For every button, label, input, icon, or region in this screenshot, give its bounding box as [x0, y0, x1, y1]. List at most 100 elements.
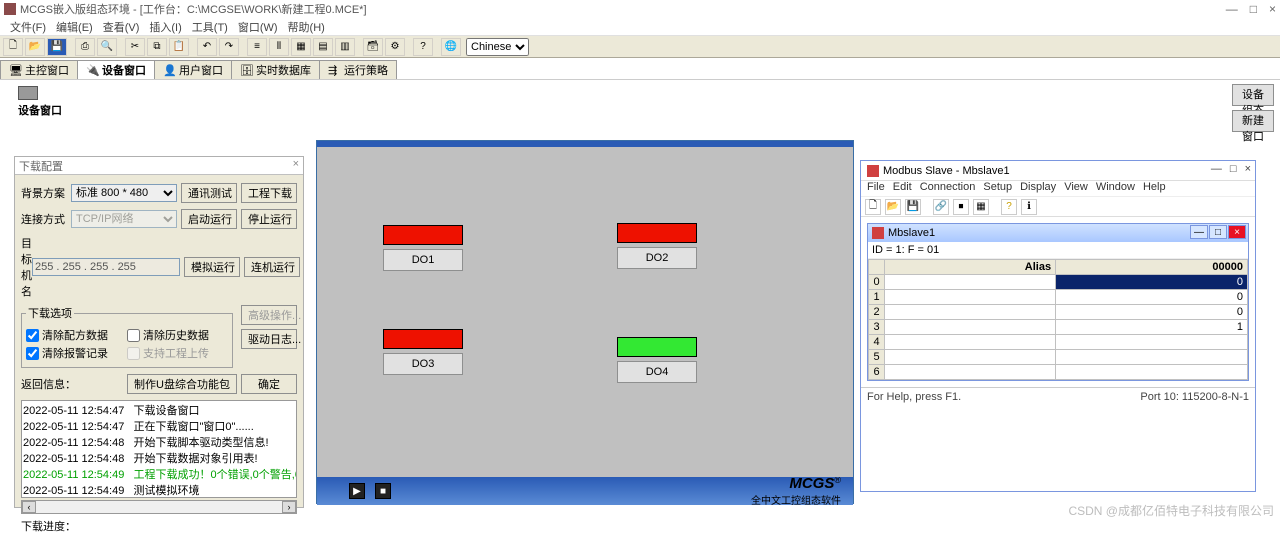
tool-grid2-icon[interactable]: ▤ — [313, 38, 333, 56]
mb-help-icon[interactable]: ℹ — [1021, 199, 1037, 215]
tool-align2-icon[interactable]: ⫴ — [269, 38, 289, 56]
mb-row[interactable]: 6 — [869, 365, 1248, 380]
menu-file[interactable]: 文件(F) — [6, 19, 50, 35]
chk-hist[interactable]: 清除历史数据 — [127, 327, 228, 343]
tool-copy-icon[interactable]: ⧉ — [147, 38, 167, 56]
modbus-titlebar[interactable]: Modbus Slave - Mbslave1 — □ × — [861, 161, 1255, 181]
menu-window[interactable]: 窗口(W) — [234, 19, 282, 35]
mb-menu-file[interactable]: File — [867, 181, 885, 196]
tool-align1-icon[interactable]: ≡ — [247, 38, 267, 56]
mb-max-button[interactable]: □ — [1230, 163, 1237, 175]
language-select[interactable]: Chinese — [466, 38, 529, 56]
link-run-button[interactable]: 连机运行 — [244, 257, 300, 277]
mb-row[interactable]: 10 — [869, 290, 1248, 305]
log-scrollbar[interactable]: ‹› — [21, 500, 297, 514]
usb-pack-button[interactable]: 制作U盘综合功能包 — [127, 374, 237, 394]
mb-menu-window[interactable]: Window — [1096, 181, 1135, 196]
do4-button[interactable]: DO4 — [617, 361, 697, 383]
tool-db-icon[interactable]: 🗃 — [363, 38, 383, 56]
mb-stop-icon[interactable]: ⏹ — [953, 199, 969, 215]
bg-select[interactable]: 标准 800 * 480 — [71, 184, 177, 202]
mb-doc-min[interactable]: — — [1190, 225, 1208, 239]
mb-row[interactable]: 4 — [869, 335, 1248, 350]
stop-run-button[interactable]: 停止运行 — [241, 209, 297, 229]
device-icon: 🔌 — [86, 64, 98, 76]
tool-script-icon[interactable]: ⚙ — [385, 38, 405, 56]
menu-help[interactable]: 帮助(H) — [284, 19, 329, 35]
mb-document: Mbslave1 — □ × ID = 1: F = 01 Alias00000… — [867, 223, 1249, 381]
mb-row[interactable]: 5 — [869, 350, 1248, 365]
comm-test-button[interactable]: 通讯测试 — [181, 183, 237, 203]
mb-doc-title[interactable]: Mbslave1 — □ × — [868, 224, 1248, 242]
chk-alarm[interactable]: 清除报警记录 — [26, 345, 127, 361]
tab-main-window[interactable]: 🖥主控窗口 — [0, 60, 78, 79]
mb-min-button[interactable]: — — [1211, 163, 1222, 175]
app-icon — [4, 3, 16, 15]
mb-menu-display[interactable]: Display — [1020, 181, 1056, 196]
tool-grid1-icon[interactable]: ▦ — [291, 38, 311, 56]
tool-preview-icon[interactable]: 🔍 — [97, 38, 117, 56]
mb-info-icon[interactable]: ? — [1001, 199, 1017, 215]
ok-button[interactable]: 确定 — [241, 374, 297, 394]
mb-conn-icon[interactable]: 🔗 — [933, 199, 949, 215]
tool-paste-icon[interactable]: 📋 — [169, 38, 189, 56]
do2-button[interactable]: DO2 — [617, 247, 697, 269]
mb-doc-close[interactable]: × — [1228, 225, 1246, 239]
do2-lamp — [617, 223, 697, 243]
tool-open-icon[interactable]: 📂 — [25, 38, 45, 56]
do1-group: DO1 — [383, 225, 467, 271]
new-window-button[interactable]: 新建窗口 — [1232, 110, 1274, 132]
menu-insert[interactable]: 插入(I) — [145, 19, 185, 35]
tool-redo-icon[interactable]: ↷ — [219, 38, 239, 56]
mb-menu-help[interactable]: Help — [1143, 181, 1166, 196]
tool-grid3-icon[interactable]: ▥ — [335, 38, 355, 56]
sim-stop-icon[interactable]: ■ — [375, 483, 391, 499]
tab-device-window[interactable]: 🔌设备窗口 — [77, 60, 155, 79]
do1-button[interactable]: DO1 — [383, 249, 463, 271]
window-controls: — □ × — [1226, 2, 1276, 16]
tool-help-icon[interactable]: ? — [413, 38, 433, 56]
mb-menu-edit[interactable]: Edit — [893, 181, 912, 196]
menu-tools[interactable]: 工具(T) — [188, 19, 232, 35]
mb-auto-icon[interactable]: ▦ — [973, 199, 989, 215]
mb-row[interactable]: 00 — [869, 275, 1248, 290]
mb-row[interactable]: 31 — [869, 320, 1248, 335]
tool-undo-icon[interactable]: ↶ — [197, 38, 217, 56]
start-run-button[interactable]: 启动运行 — [181, 209, 237, 229]
project-download-button[interactable]: 工程下载 — [241, 183, 297, 203]
menu-edit[interactable]: 编辑(E) — [52, 19, 97, 35]
close-button[interactable]: × — [1269, 2, 1276, 16]
mb-row[interactable]: 20 — [869, 305, 1248, 320]
log-output[interactable]: 2022-05-11 12:54:47 下载设备窗口2022-05-11 12:… — [21, 400, 297, 498]
mb-menu-view[interactable]: View — [1064, 181, 1088, 196]
mb-menu-setup[interactable]: Setup — [983, 181, 1012, 196]
tool-print-icon[interactable]: ⎙ — [75, 38, 95, 56]
mb-doc-max[interactable]: □ — [1209, 225, 1227, 239]
tab-run-strategy[interactable]: ⇶运行策略 — [319, 60, 397, 79]
tool-new-icon[interactable]: 🗋 — [3, 38, 23, 56]
tool-cut-icon[interactable]: ✂ — [125, 38, 145, 56]
mb-new-icon[interactable]: 🗋 — [865, 199, 881, 215]
info-label: 返回信息： — [21, 376, 123, 392]
panel-close-icon[interactable]: × — [293, 158, 299, 170]
mb-menu-conn[interactable]: Connection — [920, 181, 976, 196]
do4-lamp — [617, 337, 697, 357]
sim-play-icon[interactable]: ▶ — [349, 483, 365, 499]
maximize-button[interactable]: □ — [1250, 2, 1257, 16]
tool-save-icon[interactable]: 💾 — [47, 38, 67, 56]
tool-lang-icon[interactable]: 🌐 — [441, 38, 461, 56]
mb-close-button[interactable]: × — [1245, 163, 1251, 175]
driver-log-button[interactable]: 驱动日志... — [241, 329, 297, 349]
sim-run-button[interactable]: 模拟运行 — [184, 257, 240, 277]
mb-save-icon[interactable]: 💾 — [905, 199, 921, 215]
mb-grid[interactable]: Alias00000 00102031456 — [868, 259, 1248, 380]
do3-button[interactable]: DO3 — [383, 353, 463, 375]
mb-open-icon[interactable]: 📂 — [885, 199, 901, 215]
chk-recipe[interactable]: 清除配方数据 — [26, 327, 127, 343]
device-config-button[interactable]: 设备组态 — [1232, 84, 1274, 106]
menu-view[interactable]: 查看(V) — [99, 19, 144, 35]
minimize-button[interactable]: — — [1226, 2, 1238, 16]
tab-realtime-db[interactable]: 🗄实时数据库 — [231, 60, 320, 79]
tab-user-window[interactable]: 👤用户窗口 — [154, 60, 232, 79]
do2-group: DO2 — [617, 223, 701, 269]
